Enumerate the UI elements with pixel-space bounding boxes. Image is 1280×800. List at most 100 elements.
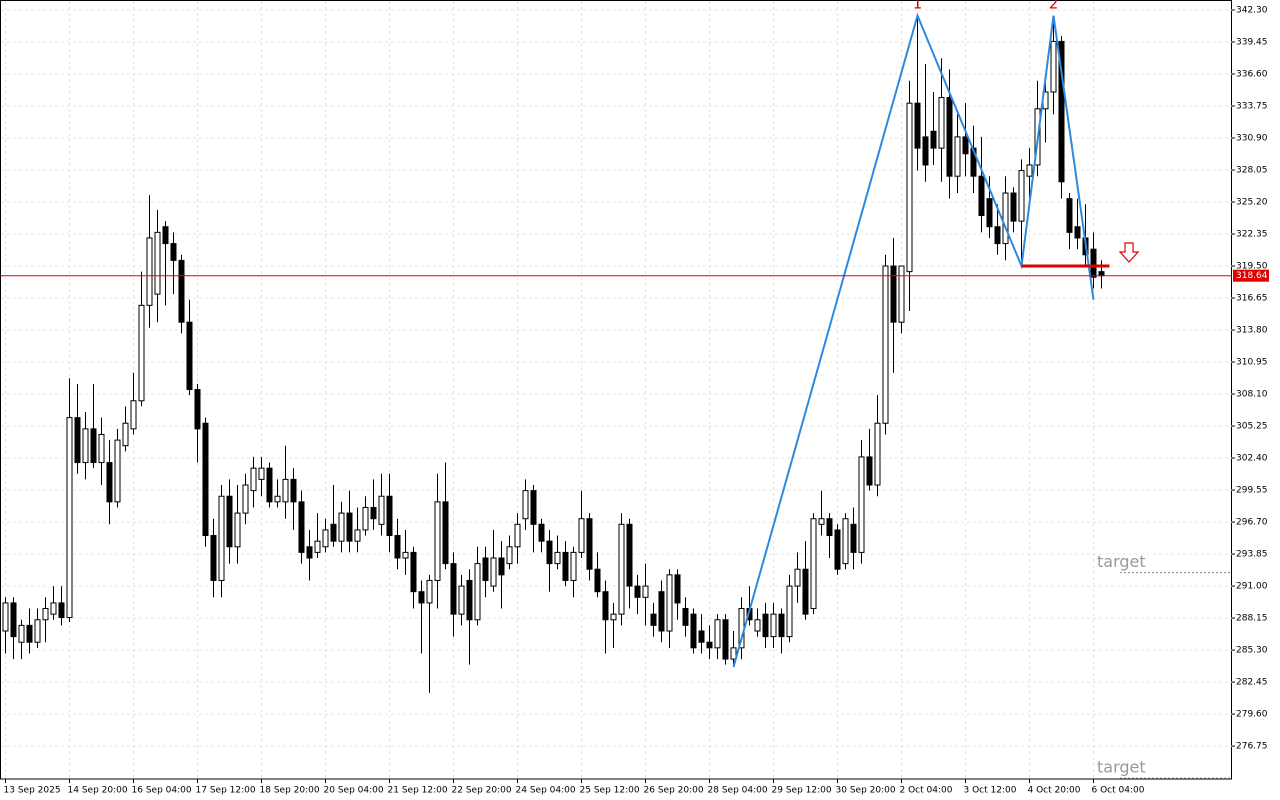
candle-body [74, 417, 81, 464]
candle-body [186, 321, 193, 391]
candle-body [258, 467, 265, 480]
candle-body [2, 602, 9, 632]
x-tick-label: 22 Sep 20:00 [452, 786, 512, 796]
candle-body [330, 523, 337, 542]
candle-body [650, 613, 657, 626]
candle-body [1090, 248, 1097, 278]
candle-body [682, 608, 689, 626]
sell-arrow [1118, 242, 1140, 263]
candle-body [226, 495, 233, 548]
candle-body [770, 613, 777, 638]
candle-body [138, 304, 145, 402]
candle-body [122, 422, 129, 447]
candle-body [730, 647, 737, 660]
y-tick-label: 299.55 [1236, 486, 1268, 496]
candle-body [306, 546, 313, 559]
candle-body [634, 585, 641, 598]
candle-body [778, 613, 785, 638]
candle-body [914, 102, 921, 149]
candle-body [50, 602, 57, 615]
last-price-label: 318.64 [1236, 271, 1268, 281]
y-tick-label: 308.10 [1236, 390, 1268, 400]
candle-body [162, 226, 169, 245]
candle-body [442, 501, 449, 565]
candle-body [210, 535, 217, 581]
candle-body [658, 591, 665, 632]
candle-body [610, 613, 617, 621]
candle-body [346, 512, 353, 542]
y-tick-label: 319.50 [1236, 262, 1268, 272]
candle-body [266, 467, 273, 503]
candle-body [1050, 40, 1057, 93]
candle-body [250, 467, 257, 492]
candle-body [130, 400, 137, 430]
candle-body [426, 579, 433, 604]
x-tick-label: 17 Sep 12:00 [196, 786, 256, 796]
candle-body [202, 422, 209, 537]
candle-body [1058, 40, 1065, 183]
candle-body [114, 439, 121, 503]
y-tick-label: 330.90 [1236, 134, 1268, 144]
y-tick-label: 310.95 [1236, 358, 1268, 368]
candle-body [218, 495, 225, 581]
x-tick-label: 3 Oct 12:00 [964, 786, 1017, 796]
candle-body [842, 518, 849, 565]
candle-body [490, 557, 497, 587]
x-tick-label: 28 Sep 04:00 [708, 786, 768, 796]
candle-body [826, 518, 833, 537]
x-tick-label: 4 Oct 20:00 [1028, 786, 1081, 796]
y-tick-label: 291.00 [1236, 582, 1268, 592]
candle-body [618, 523, 625, 615]
y-tick-label: 305.25 [1236, 422, 1268, 432]
candle-body [706, 641, 713, 649]
candle-body [1074, 226, 1081, 239]
x-tick-label: 24 Sep 04:00 [516, 786, 576, 796]
candle-body [498, 557, 505, 576]
candle-body [338, 512, 345, 542]
y-tick-label: 333.75 [1236, 102, 1268, 112]
y-tick-label: 302.40 [1236, 454, 1268, 464]
last-price-box [1233, 269, 1269, 282]
candle-body [722, 619, 729, 660]
candle-body [1010, 192, 1017, 222]
y-tick-label: 328.05 [1236, 166, 1268, 176]
candle-body [362, 506, 369, 531]
candle-body [890, 265, 897, 323]
candle-body [146, 237, 153, 306]
candle-body [994, 226, 1001, 245]
y-tick-label: 276.75 [1236, 742, 1268, 752]
candle-body [194, 389, 201, 430]
candles [2, 15, 1105, 693]
candle-body [1066, 198, 1073, 233]
candle-body [962, 136, 969, 155]
candle-body [882, 265, 889, 424]
candle-body [386, 495, 393, 537]
candle-body [370, 506, 377, 520]
candle-body [378, 495, 385, 525]
candle-body [986, 198, 993, 228]
candle-body [642, 585, 649, 598]
candle-body [666, 574, 673, 632]
y-tick-label: 282.45 [1236, 678, 1268, 688]
candle-body [578, 518, 585, 553]
candle-body [762, 613, 769, 638]
candle-body [546, 540, 553, 565]
peak-label: 1 [913, 0, 923, 13]
candle-body [794, 568, 801, 587]
candle-body [562, 551, 569, 581]
candle-body [98, 433, 105, 464]
y-tick-label: 342.30 [1236, 5, 1268, 15]
candle-body [530, 490, 537, 525]
candle-body [10, 602, 17, 638]
candle-body [594, 568, 601, 593]
plot-frame [0, 0, 1232, 780]
candle-body [850, 523, 857, 553]
candle-body [394, 535, 401, 559]
x-tick-label: 14 Sep 20:00 [68, 786, 128, 796]
candle-body [930, 130, 937, 149]
candle-body [90, 428, 97, 464]
candle-body [554, 551, 561, 565]
candle-body [458, 585, 465, 615]
